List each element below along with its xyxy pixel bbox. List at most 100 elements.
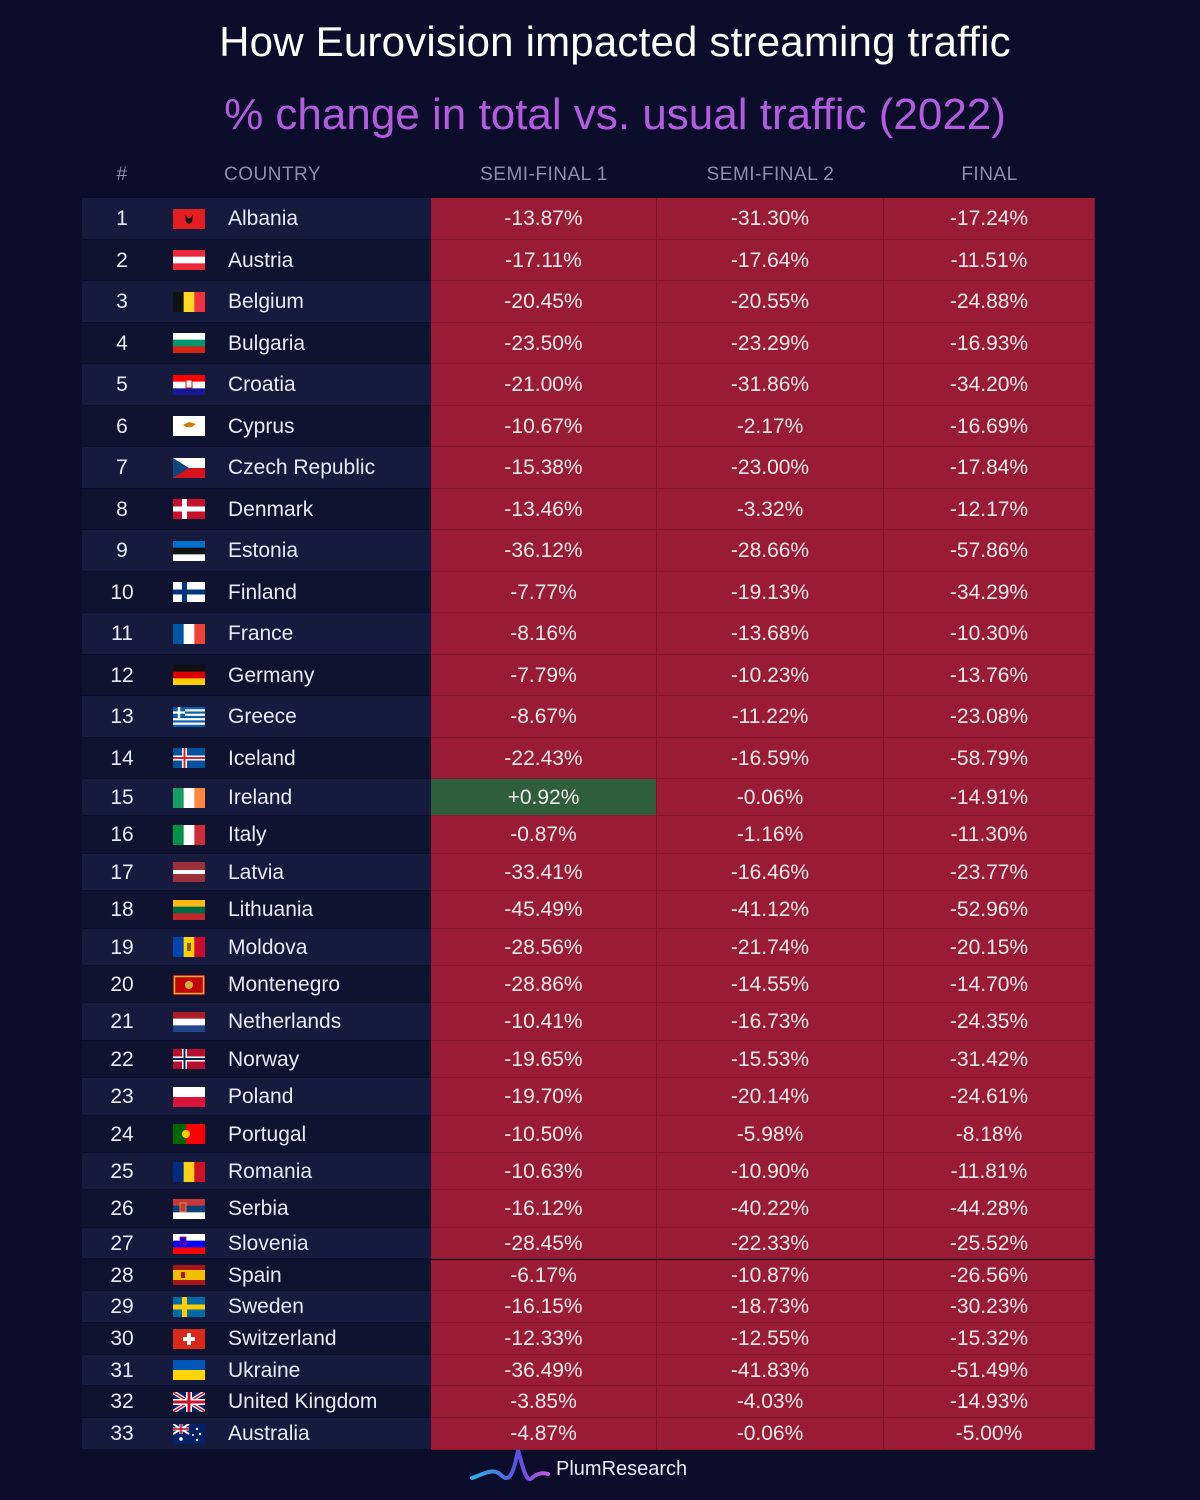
row-background — [82, 1354, 431, 1386]
row-background — [82, 816, 431, 853]
semi-final-1-value-cell: -17.11% — [431, 239, 657, 281]
australia-flag-icon — [173, 1423, 205, 1444]
sweden-flag-icon — [173, 1297, 205, 1318]
iceland-flag-icon — [173, 748, 205, 769]
semi-final-1-value-cell: -20.45% — [431, 281, 657, 323]
semi-final-2-value-cell: -31.30% — [657, 198, 884, 240]
semi-final-1-value-cell: -10.63% — [431, 1153, 657, 1191]
semi-final-2-value-cell: -1.16% — [657, 816, 884, 854]
ukraine-flag-icon — [173, 1360, 205, 1381]
table-row: 33 Australia -4.87% -0.06% -5.00% — [82, 1418, 1095, 1450]
semi-final-1-value-cell: -19.65% — [431, 1040, 657, 1079]
albania-flag-icon — [173, 208, 205, 229]
table-row: 29 Sweden -16.15% -18.73% -30.23% — [82, 1291, 1095, 1323]
final-value-cell: -25.52% — [884, 1227, 1095, 1260]
czech-republic-flag-icon — [173, 457, 205, 478]
final-value-cell: -11.81% — [884, 1153, 1095, 1191]
data-table: 1 Albania -13.87% -31.30% -17.24% 2 Austria -17… — [82, 198, 1095, 1450]
semi-final-2-value-cell: -19.13% — [657, 571, 884, 613]
country-cell: Ukraine — [228, 1358, 301, 1382]
country-cell: Estonia — [228, 539, 299, 562]
semi-final-2-value-cell: -41.12% — [657, 891, 884, 929]
table-row: 15 Ireland +0.92% -0.06% -14.91% — [82, 779, 1095, 817]
table-row: 8 Denmark -13.46% -3.32% -12.17% — [82, 488, 1095, 530]
semi-final-1-value-cell: +0.92% — [431, 779, 657, 817]
semi-final-2-value-cell: -28.66% — [657, 530, 884, 572]
semi-final-1-value-cell: -22.43% — [431, 737, 657, 779]
table-row: 1 Albania -13.87% -31.30% -17.24% — [82, 198, 1095, 240]
final-value-cell: -12.17% — [884, 488, 1095, 530]
table-row: 2 Austria -17.11% -17.64% -11.51% — [82, 239, 1095, 281]
rank-cell: 2 — [116, 248, 128, 272]
table-row: 10 Finland -7.77% -19.13% -34.29% — [82, 571, 1095, 613]
semi-final-2-value-cell: -4.03% — [657, 1386, 884, 1418]
semi-final-1-value-cell: -19.70% — [431, 1078, 657, 1116]
semi-final-1-value-cell: -8.16% — [431, 613, 657, 655]
rank-cell: 15 — [110, 786, 134, 809]
row-background — [82, 198, 431, 239]
rank-cell: 11 — [111, 622, 133, 645]
final-value-cell: -57.86% — [884, 530, 1095, 572]
semi-final-2-value-cell: -17.64% — [657, 239, 884, 281]
semi-final-2-value-cell: -16.73% — [657, 1003, 884, 1041]
estonia-flag-icon — [173, 540, 205, 561]
brand-name: PlumResearch — [556, 1458, 688, 1480]
semi-final-1-value-cell: -7.77% — [431, 571, 657, 613]
semi-final-1-value-cell: -16.15% — [431, 1291, 657, 1323]
row-background — [82, 966, 431, 1003]
italy-flag-icon — [173, 825, 205, 846]
bulgaria-flag-icon — [173, 333, 205, 354]
semi-final-2-value-cell: -20.14% — [657, 1078, 884, 1116]
ireland-flag-icon — [173, 787, 205, 808]
croatia-flag-icon — [173, 374, 205, 395]
semi-final-2-value-cell: -15.53% — [657, 1040, 884, 1079]
rank-cell: 9 — [116, 539, 128, 562]
semi-final-1-value-cell: -28.56% — [431, 928, 657, 966]
row-background — [82, 281, 431, 322]
table-row: 4 Bulgaria -23.50% -23.29% -16.93% — [82, 322, 1095, 364]
finland-flag-icon — [173, 582, 205, 603]
table-row: 20 Montenegro -28.86% -14.55% -14.70% — [82, 966, 1095, 1004]
rank-cell: 26 — [110, 1197, 134, 1221]
row-background — [82, 654, 431, 695]
semi-final-2-value-cell: -23.29% — [657, 322, 884, 364]
final-value-cell: -24.35% — [884, 1003, 1095, 1041]
semi-final-2-value-cell: -41.83% — [657, 1354, 884, 1387]
slovenia-flag-icon — [173, 1233, 205, 1254]
semi-final-1-value-cell: -23.50% — [431, 322, 657, 364]
rank-cell: 18 — [110, 898, 134, 922]
row-background — [82, 239, 431, 280]
header-final: FINAL — [961, 164, 1018, 185]
table-row: 23 Poland -19.70% -20.14% -24.61% — [82, 1078, 1095, 1116]
country-cell: Iceland — [228, 746, 296, 770]
semi-final-2-value-cell: -18.73% — [657, 1291, 884, 1323]
semi-final-2-value-cell: -20.55% — [657, 281, 884, 323]
rank-cell: 20 — [110, 973, 134, 996]
semi-final-2-value-cell: -0.06% — [657, 1418, 884, 1450]
table-row: 11 France -8.16% -13.68% -10.30% — [82, 613, 1095, 655]
row-background — [82, 530, 431, 571]
final-value-cell: -10.30% — [884, 613, 1095, 655]
final-value-cell: -5.00% — [884, 1418, 1095, 1450]
semi-final-2-value-cell: -2.17% — [657, 405, 884, 447]
final-value-cell: -14.70% — [884, 966, 1095, 1004]
country-cell: Lithuania — [228, 898, 314, 922]
semi-final-2-value-cell: -5.98% — [657, 1115, 884, 1153]
rank-cell: 33 — [110, 1422, 134, 1445]
denmark-flag-icon — [173, 499, 205, 520]
country-cell: Italy — [228, 823, 267, 847]
country-cell: Slovenia — [228, 1231, 309, 1255]
row-background — [82, 1291, 431, 1322]
country-cell: Finland — [228, 580, 297, 604]
final-value-cell: -24.61% — [884, 1078, 1095, 1116]
country-cell: Netherlands — [228, 1010, 342, 1034]
row-background — [82, 1153, 431, 1190]
country-cell: Czech Republic — [228, 456, 376, 479]
country-cell: Germany — [228, 663, 315, 687]
row-background — [82, 1078, 431, 1115]
rank-cell: 21 — [110, 1010, 134, 1034]
country-cell: Cyprus — [228, 414, 295, 438]
plum-wave-icon — [470, 1449, 550, 1482]
final-value-cell: -11.30% — [884, 816, 1095, 854]
germany-flag-icon — [173, 665, 205, 686]
